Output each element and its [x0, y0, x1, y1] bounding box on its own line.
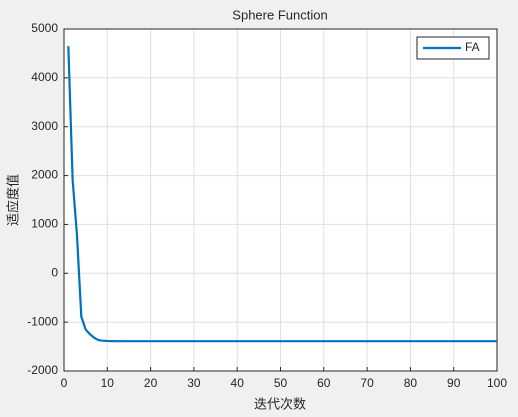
- y-tick-label: 4000: [31, 70, 58, 84]
- y-tick-label: 3000: [31, 119, 58, 133]
- legend-label: FA: [465, 40, 480, 54]
- y-tick-label: -1000: [27, 314, 58, 328]
- x-tick-label: 60: [317, 376, 331, 390]
- x-tick-label: 40: [231, 376, 245, 390]
- x-tick-label: 0: [61, 376, 68, 390]
- y-tick-label: 5000: [31, 21, 58, 35]
- y-axis-label: 适应度值: [5, 174, 20, 226]
- x-tick-label: 80: [404, 376, 418, 390]
- x-tick-label: 100: [487, 376, 507, 390]
- x-tick-label: 70: [360, 376, 374, 390]
- y-tick-label: 0: [51, 265, 58, 279]
- x-axis-label: 迭代次数: [254, 396, 306, 411]
- x-tick-label: 20: [144, 376, 158, 390]
- series-line: [67, 46, 497, 343]
- x-tick-label: 30: [187, 376, 201, 390]
- y-tick-label: 2000: [31, 168, 58, 182]
- axes-box: [63, 28, 498, 372]
- x-tick-label: 10: [101, 376, 115, 390]
- y-tick-label: -2000: [27, 363, 58, 377]
- y-tick-label: 1000: [31, 217, 58, 231]
- x-tick-label: 50: [274, 376, 288, 390]
- chart-title: Sphere Function: [232, 7, 327, 22]
- x-tick-label: 90: [447, 376, 461, 390]
